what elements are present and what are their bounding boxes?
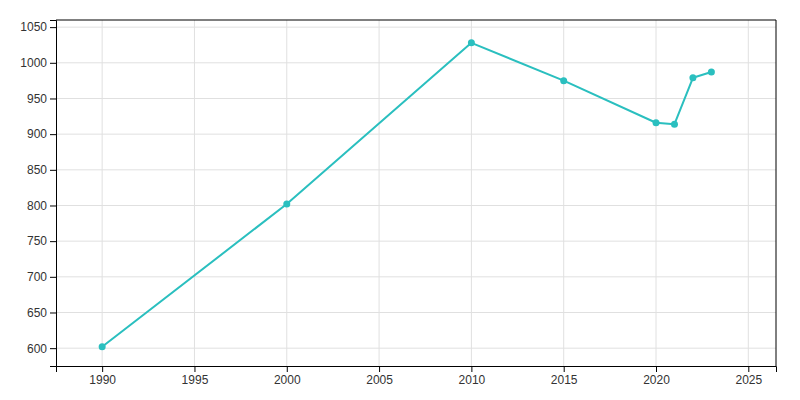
grid-line-x — [563, 20, 564, 366]
x-tick: 2000 — [274, 366, 301, 387]
y-tick-label: 800 — [27, 199, 47, 213]
grid-line-y — [56, 348, 776, 349]
line — [102, 43, 711, 347]
y-tick-mark — [50, 312, 56, 313]
x-tick-mark — [379, 366, 380, 372]
y-tick-label: 850 — [27, 163, 47, 177]
grid-line-y — [56, 62, 776, 63]
x-tick: 2020 — [643, 366, 670, 387]
y-tick: 650 — [27, 306, 56, 320]
y-tick-label: 950 — [27, 92, 47, 106]
point — [283, 201, 290, 208]
x-tick: 2010 — [459, 366, 486, 387]
x-tick-label: 2025 — [735, 373, 762, 387]
grid — [56, 20, 776, 366]
point — [671, 121, 678, 128]
grid-line-y — [56, 241, 776, 242]
grid-line-x — [656, 20, 657, 366]
grid-line-x — [379, 20, 380, 366]
y-tick-mark — [50, 63, 56, 64]
grid-line-y — [56, 312, 776, 313]
x-tick: 2015 — [551, 366, 578, 387]
x-tick-mark — [748, 366, 749, 372]
y-tick: 900 — [27, 127, 56, 141]
grid-line-x — [102, 20, 103, 366]
plot: 1990 1995 2000 2005 2010 2015 2020 2025 600 650 70… — [20, 20, 776, 387]
y-tick-label: 900 — [27, 127, 47, 141]
marks — [99, 39, 715, 350]
x-tick: 1990 — [89, 366, 116, 387]
y-tick: 750 — [27, 234, 56, 248]
point — [560, 77, 567, 84]
y-tick-mark — [50, 205, 56, 206]
x-tick: 2005 — [366, 366, 393, 387]
x-tick: 1995 — [182, 366, 209, 387]
y-tick-label: 1050 — [20, 20, 47, 34]
y-tick-label: 650 — [27, 306, 47, 320]
y-tick-mark — [50, 134, 56, 135]
point — [468, 39, 475, 46]
x-tick-mark — [102, 366, 103, 372]
grid-line-x — [471, 20, 472, 366]
y-tick-mark — [50, 27, 56, 28]
point — [689, 74, 696, 81]
y-tick: 700 — [27, 270, 56, 284]
y-tick-mark — [50, 241, 56, 242]
point — [708, 69, 715, 76]
grid-line-y — [56, 205, 776, 206]
x-tick-label: 2010 — [459, 373, 486, 387]
x-tick-label: 1990 — [89, 373, 116, 387]
x-tick-label: 2000 — [274, 373, 301, 387]
x-tick-mark — [471, 366, 472, 372]
y-tick: 800 — [27, 199, 56, 213]
chart: 1990 1995 2000 2005 2010 2015 2020 2025 600 650 70… — [0, 0, 800, 400]
x-tick-mark — [194, 366, 195, 372]
x-axis: 1990 1995 2000 2005 2010 2015 2020 2025 — [57, 366, 777, 387]
x-tick-label: 2015 — [551, 373, 578, 387]
grid-line-y — [56, 276, 776, 277]
y-tick-mark — [50, 277, 56, 278]
grid-line-y — [56, 27, 776, 28]
y-tick-mark — [50, 348, 56, 349]
y-tick-mark — [50, 98, 56, 99]
x-tick-mark — [287, 366, 288, 372]
y-tick-label: 750 — [27, 234, 47, 248]
grid-line-x — [748, 20, 749, 366]
y-tick: 600 — [27, 342, 56, 356]
y-axis: 600 650 700 750 800 850 900 950 1000 1050 — [20, 20, 56, 366]
y-axis-line — [50, 21, 57, 367]
x-tick-mark — [656, 366, 657, 372]
x-tick-label: 1995 — [182, 373, 209, 387]
grid-line-x — [194, 20, 195, 366]
frame-top — [56, 20, 776, 21]
y-tick: 1050 — [20, 20, 56, 34]
x-tick-mark — [564, 366, 565, 372]
grid-line-y — [56, 169, 776, 170]
grid-line-x — [286, 20, 287, 366]
y-tick: 850 — [27, 163, 56, 177]
y-tick: 1000 — [20, 56, 56, 70]
grid-line-y — [56, 134, 776, 135]
frame-right — [776, 20, 777, 366]
y-tick-label: 700 — [27, 270, 47, 284]
x-axis-line — [57, 367, 777, 373]
grid-line-y — [56, 98, 776, 99]
y-tick: 950 — [27, 92, 56, 106]
x-tick: 2025 — [735, 366, 762, 387]
y-tick-label: 1000 — [20, 56, 47, 70]
point — [653, 119, 660, 126]
x-tick-label: 2020 — [643, 373, 670, 387]
x-tick-label: 2005 — [366, 373, 393, 387]
point — [99, 343, 106, 350]
y-tick-label: 600 — [27, 342, 47, 356]
y-tick-mark — [50, 170, 56, 171]
